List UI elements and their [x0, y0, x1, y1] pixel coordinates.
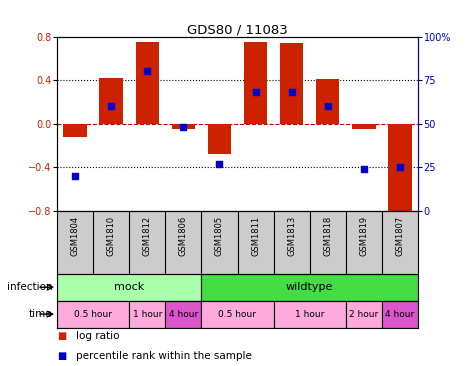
Bar: [201, 274, 418, 301]
Text: GSM1812: GSM1812: [143, 216, 152, 256]
Text: 2 hour: 2 hour: [349, 310, 379, 319]
Text: GDS80 / 11083: GDS80 / 11083: [187, 24, 288, 37]
Text: 0.5 hour: 0.5 hour: [74, 310, 112, 319]
Text: mock: mock: [114, 282, 144, 292]
Bar: [280, 43, 304, 124]
Text: GSM1818: GSM1818: [323, 216, 332, 256]
Text: GSM1805: GSM1805: [215, 216, 224, 256]
Bar: [135, 42, 159, 124]
Bar: [208, 124, 231, 154]
Text: infection: infection: [7, 282, 52, 292]
Text: 0.5 hour: 0.5 hour: [218, 310, 256, 319]
Text: ■: ■: [57, 351, 66, 361]
Text: 1 hour: 1 hour: [295, 310, 324, 319]
Text: 1 hour: 1 hour: [133, 310, 162, 319]
Bar: [57, 274, 201, 301]
Bar: [352, 124, 376, 129]
Text: time: time: [28, 309, 52, 319]
Text: 4 hour: 4 hour: [169, 310, 198, 319]
Point: [143, 68, 151, 74]
Bar: [244, 42, 267, 124]
Point: [180, 124, 187, 130]
Text: GSM1813: GSM1813: [287, 216, 296, 256]
Bar: [165, 301, 201, 328]
Text: wildtype: wildtype: [286, 282, 333, 292]
Bar: [316, 79, 340, 124]
Point: [107, 103, 115, 109]
Text: 4 hour: 4 hour: [385, 310, 415, 319]
Point: [71, 173, 79, 179]
Point: [396, 164, 404, 170]
Text: GSM1819: GSM1819: [360, 216, 368, 256]
Text: GSM1811: GSM1811: [251, 216, 260, 256]
Point: [288, 89, 295, 95]
Text: GSM1804: GSM1804: [71, 216, 79, 256]
Bar: [57, 301, 129, 328]
Text: GSM1810: GSM1810: [107, 216, 115, 256]
Point: [360, 166, 368, 172]
Bar: [63, 124, 87, 137]
Bar: [171, 124, 195, 129]
Bar: [201, 301, 274, 328]
Point: [324, 103, 332, 109]
Bar: [274, 301, 346, 328]
Point: [216, 161, 223, 167]
Bar: [388, 124, 412, 221]
Text: percentile rank within the sample: percentile rank within the sample: [76, 351, 252, 361]
Bar: [382, 301, 418, 328]
Text: log ratio: log ratio: [76, 331, 120, 341]
Text: GSM1807: GSM1807: [396, 216, 404, 256]
Text: GSM1806: GSM1806: [179, 216, 188, 256]
Point: [252, 89, 259, 95]
Bar: [99, 78, 123, 124]
Bar: [346, 301, 382, 328]
Bar: [129, 301, 165, 328]
Text: ■: ■: [57, 331, 66, 341]
